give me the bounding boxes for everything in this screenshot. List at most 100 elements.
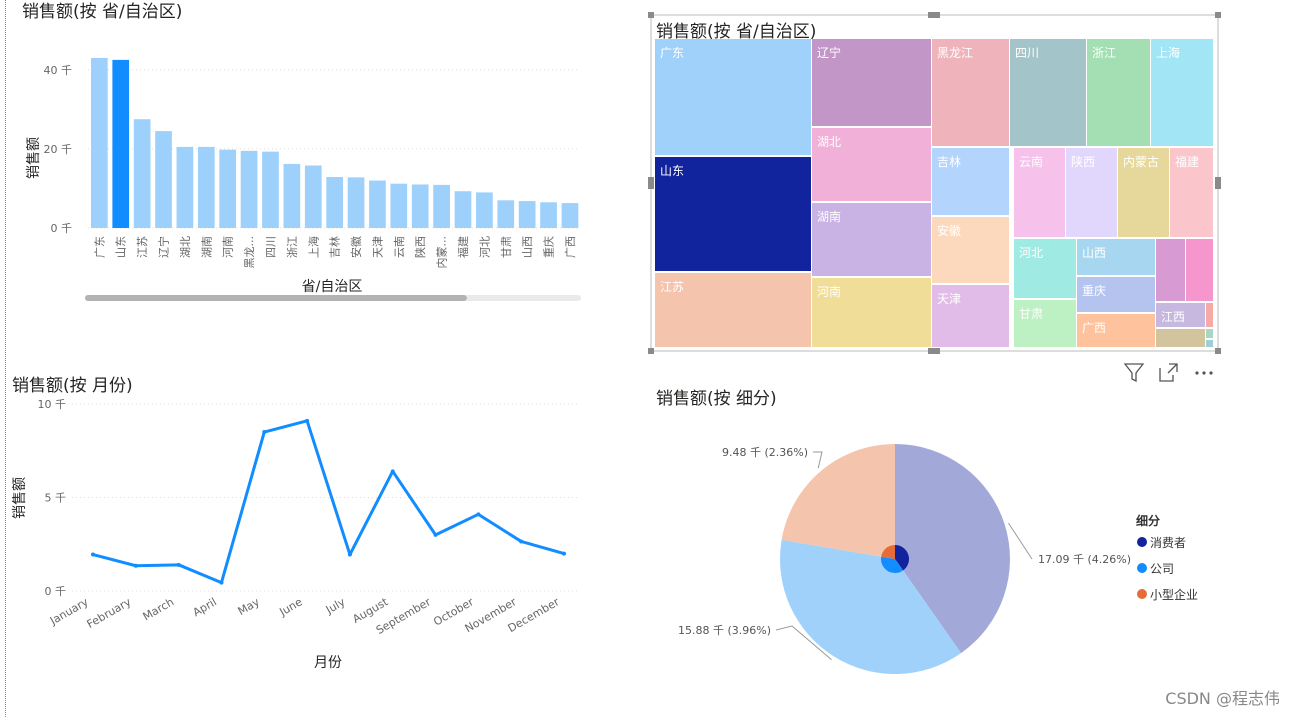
bar-河北[interactable] (476, 192, 493, 228)
resize-handle[interactable] (928, 12, 940, 18)
pie-legend-item-公司[interactable]: 公司 (1150, 562, 1174, 576)
treemap-tile-云南[interactable] (1014, 148, 1065, 237)
treemap-tile-广西[interactable] (1077, 314, 1155, 347)
bar-江苏[interactable] (133, 119, 151, 228)
bar-天津[interactable] (369, 180, 386, 228)
line-point-December[interactable] (562, 551, 566, 556)
treemap-tile-辽宁[interactable] (812, 39, 931, 126)
bar-广西[interactable] (561, 203, 579, 228)
treemap-tile-河南[interactable] (812, 278, 931, 347)
bar-福建[interactable] (454, 191, 472, 228)
bar-黑龙...[interactable] (240, 150, 258, 228)
treemap-tile-山东[interactable] (655, 157, 811, 271)
pie-inner-slice-消费者[interactable] (895, 545, 909, 571)
pie-legend-item-消费者[interactable]: 消费者 (1150, 536, 1186, 550)
bar-陕西[interactable] (411, 184, 429, 228)
pie-legend-item-小型企业[interactable]: 小型企业 (1150, 587, 1198, 602)
treemap-tile-江西[interactable] (1156, 303, 1205, 327)
treemap-tile-内蒙古[interactable] (1118, 148, 1169, 237)
treemap-tile-福建[interactable] (1170, 148, 1213, 237)
bar-安徽[interactable] (347, 177, 365, 228)
treemap-tile-浙江[interactable] (1087, 39, 1150, 146)
resize-handle[interactable] (928, 348, 940, 354)
bar-四川[interactable] (262, 151, 279, 228)
line-series-销售额[interactable] (92, 419, 565, 585)
treemap-tile-山西[interactable] (1077, 239, 1155, 275)
treemap-tile-label: 安徽 (937, 223, 961, 238)
resize-handle[interactable] (648, 348, 654, 354)
pie-slice-小型企业[interactable] (781, 444, 895, 559)
treemap-tile-重庆[interactable] (1077, 277, 1155, 312)
pie-slice-消费者[interactable] (895, 444, 1010, 654)
bar-x-tick-label: 江苏 (136, 236, 149, 258)
resize-handle[interactable] (648, 177, 654, 189)
treemap-tile-黑龙江[interactable] (932, 39, 1009, 146)
line-point-June[interactable] (305, 418, 310, 423)
line-point-November[interactable] (519, 539, 524, 544)
pie-inner-slice-公司[interactable] (881, 556, 904, 573)
pie-inner-slice-小型企业[interactable] (881, 545, 895, 559)
bar-湖北[interactable] (176, 146, 194, 228)
bar-scrollbar-thumb[interactable] (85, 295, 467, 301)
treemap-tile-安徽[interactable] (932, 217, 1009, 283)
bar-云南[interactable] (390, 183, 408, 228)
expand-icon[interactable] (1159, 363, 1178, 382)
treemap-tile-江苏[interactable] (655, 273, 811, 347)
bar-x-tick-label: 天津 (371, 236, 384, 258)
line-point-July[interactable] (347, 552, 352, 557)
line-point-August[interactable] (390, 469, 395, 474)
bar-山东[interactable] (112, 59, 130, 229)
bar-吉林[interactable] (326, 176, 343, 228)
filter-icon[interactable] (1123, 363, 1145, 383)
line-point-April[interactable] (219, 580, 224, 585)
line-point-February[interactable] (133, 563, 138, 568)
line-point-September[interactable] (433, 532, 438, 537)
bar-河南[interactable] (219, 149, 237, 228)
bar-x-tick-label: 湖北 (179, 236, 192, 258)
line-point-March[interactable] (176, 562, 181, 567)
treemap-tile[interactable] (1206, 329, 1213, 338)
bar-山西[interactable] (518, 201, 536, 228)
bar-上海[interactable] (304, 165, 322, 228)
line-point-October[interactable] (476, 512, 481, 517)
treemap-tile-上海[interactable] (1151, 39, 1213, 146)
pie-slice-公司[interactable] (780, 539, 962, 674)
pie-leader-line (813, 451, 823, 469)
treemap-tile-河北[interactable] (1014, 239, 1076, 298)
bar-x-tick-label: 安徽 (349, 236, 363, 258)
resize-handle[interactable] (1215, 348, 1221, 354)
bar-甘肃[interactable] (497, 200, 515, 228)
treemap-tile-湖北[interactable] (812, 128, 931, 201)
treemap-tile[interactable] (1206, 340, 1213, 347)
treemap-tile[interactable] (1206, 303, 1213, 327)
treemap-tile[interactable] (1156, 329, 1205, 347)
bar-chart[interactable]: 0 千 20 千 40 千销售额广东 山东 江苏 辽宁 湖北 湖南 河南 黑龙... 四川 浙江 上海吉… (0, 0, 640, 310)
treemap-tile-甘肃[interactable] (1014, 300, 1076, 347)
resize-handle[interactable] (1215, 177, 1221, 189)
bar-重庆[interactable] (540, 202, 557, 228)
more-options-icon[interactable] (1195, 371, 1213, 375)
resize-handle[interactable] (648, 12, 654, 18)
treemap-tile-吉林[interactable] (932, 148, 1009, 215)
line-point-January[interactable] (91, 552, 95, 557)
pie-chart[interactable]: 17.09 千 (4.26%) 15.88 千 (3.96%) 9.48 千 (2.… (640, 400, 1280, 690)
bar-广东[interactable] (91, 57, 108, 229)
treemap-tile-四川[interactable] (1010, 39, 1086, 146)
resize-handle[interactable] (1215, 12, 1221, 18)
treemap-tile[interactable] (1186, 239, 1213, 301)
bar-湖南[interactable] (197, 146, 215, 228)
bar-内蒙...[interactable] (433, 184, 450, 228)
treemap-tile-天津[interactable] (932, 285, 1009, 347)
bar-浙江[interactable] (283, 163, 301, 228)
treemap-tile[interactable] (1156, 239, 1185, 301)
line-point-May[interactable] (262, 430, 267, 435)
bar-辽宁[interactable] (155, 131, 172, 228)
treemap-tile-湖南[interactable] (812, 203, 931, 276)
treemap-tile-陕西[interactable] (1066, 148, 1117, 237)
bar-x-tick-label: 甘肃 (500, 236, 513, 258)
treemap-tile-广东[interactable] (655, 39, 811, 155)
bar-x-tick-label: 浙江 (286, 236, 299, 258)
line-x-axis-label: 月份 (314, 655, 342, 671)
